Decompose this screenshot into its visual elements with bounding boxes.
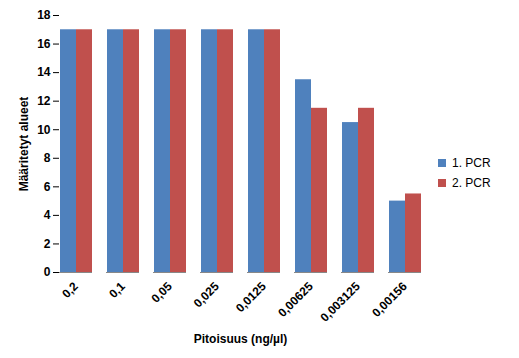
svg-text:16: 16 — [37, 37, 51, 51]
svg-text:12: 12 — [37, 94, 51, 108]
svg-text:0,00156: 0,00156 — [369, 279, 410, 320]
svg-text:Määritetyt alueet: Määritetyt alueet — [17, 97, 31, 192]
svg-text:0,05: 0,05 — [148, 279, 175, 306]
svg-text:2: 2 — [44, 237, 51, 251]
html-text:1. PCR: 1. PCR — [452, 156, 491, 170]
svg-text:4: 4 — [44, 208, 51, 222]
svg-text:14: 14 — [37, 65, 51, 79]
svg-text:0,00625: 0,00625 — [275, 279, 316, 320]
svg-text:18: 18 — [37, 8, 51, 22]
svg-text:Pitoisuus (ng/µl): Pitoisuus (ng/µl) — [194, 332, 288, 346]
svg-text:0,0125: 0,0125 — [233, 279, 269, 315]
svg-text:6: 6 — [44, 180, 51, 194]
svg-text:10: 10 — [37, 123, 51, 137]
svg-text:0,1: 0,1 — [106, 279, 128, 301]
svg-text:0: 0 — [44, 265, 51, 279]
html-text:2. PCR: 2. PCR — [452, 176, 491, 190]
svg-text:8: 8 — [44, 151, 51, 165]
svg-text:0,003125: 0,003125 — [318, 279, 364, 325]
svg-text:0,2: 0,2 — [59, 279, 81, 301]
svg-text:0,025: 0,025 — [191, 279, 222, 310]
